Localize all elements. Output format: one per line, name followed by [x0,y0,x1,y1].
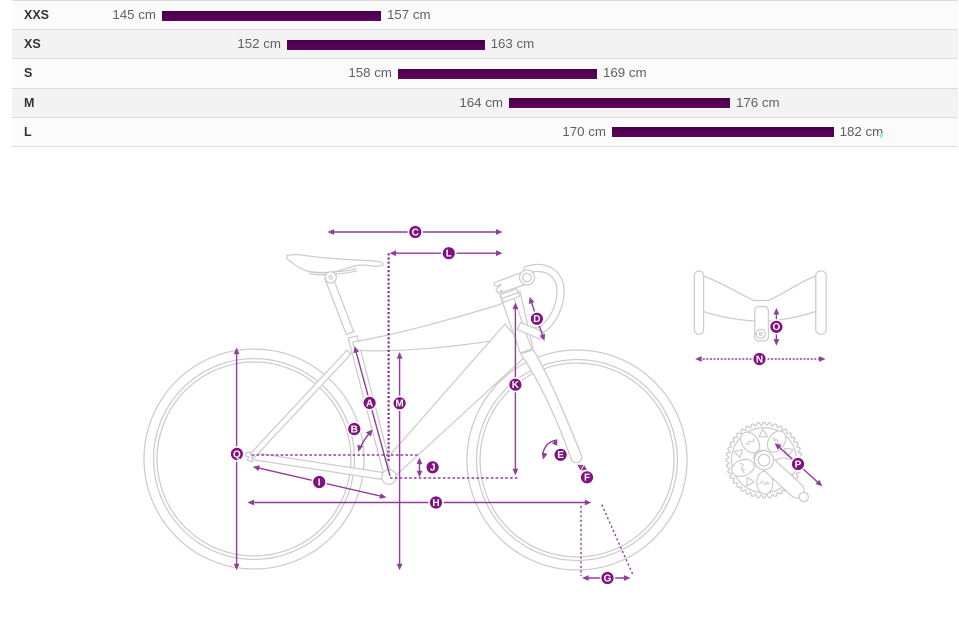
svg-text:F: F [584,473,590,484]
svg-text:J: J [430,463,436,474]
svg-text:N: N [756,354,763,365]
svg-text:B: B [351,424,358,435]
svg-text:Q: Q [233,449,241,460]
svg-text:I: I [318,477,321,488]
svg-text:H: H [432,498,439,509]
svg-text:C: C [412,227,419,238]
svg-text:L: L [446,249,452,260]
svg-text:P: P [795,459,802,470]
svg-text:O: O [773,322,781,333]
svg-text:A: A [366,398,373,409]
svg-text:D: D [533,314,540,325]
svg-text:K: K [512,380,520,391]
svg-text:M: M [395,399,403,410]
svg-text:E: E [557,450,564,461]
svg-text:G: G [604,573,612,584]
